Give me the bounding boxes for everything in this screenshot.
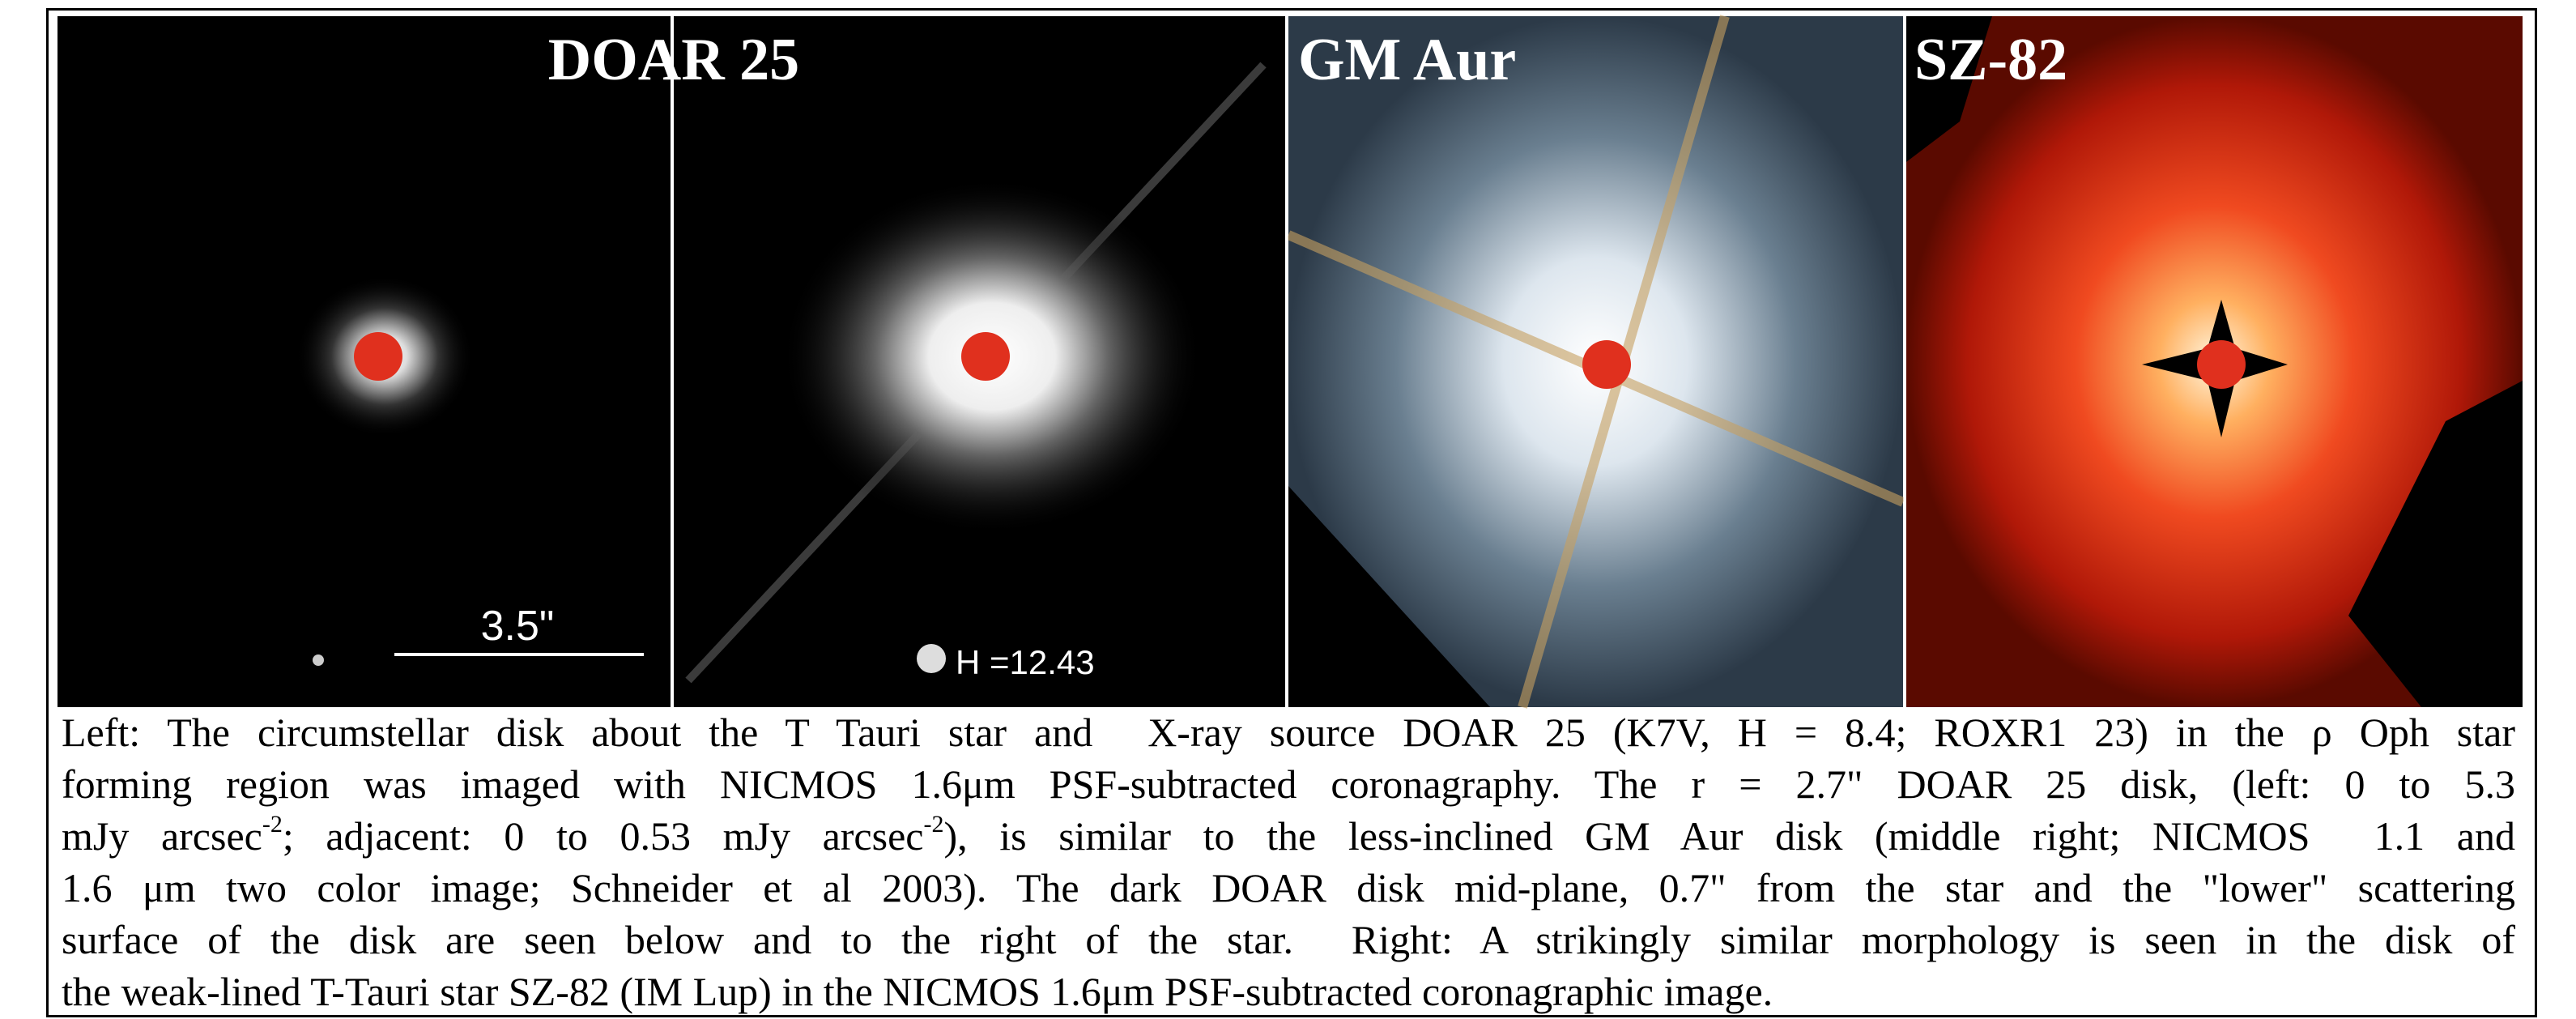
caption-text: mJy arcsec bbox=[62, 813, 262, 859]
caption-text: forming region was imaged with NICMOS 1.… bbox=[62, 761, 2515, 807]
star-marker bbox=[961, 332, 1010, 381]
caption-line: 1.6 μm two color image; Schneider et al … bbox=[62, 862, 2515, 914]
star-marker bbox=[2197, 340, 2246, 389]
caption-line: Left: The circumstellar disk about the T… bbox=[62, 706, 2515, 758]
panel-title: DOAR 25 bbox=[548, 27, 799, 93]
caption-line: the weak-lined T-Tauri star SZ-82 (IM Lu… bbox=[62, 966, 2515, 1017]
caption-text: ; adjacent: 0 to 0.53 mJy arcsec bbox=[283, 813, 924, 859]
panel-title: GM Aur bbox=[1298, 27, 1516, 93]
superscript: -2 bbox=[923, 811, 943, 838]
field-star bbox=[313, 654, 324, 666]
caption-text: Left: The circumstellar disk about the T… bbox=[62, 710, 2515, 755]
superscript: -2 bbox=[262, 811, 283, 838]
star-marker bbox=[1582, 340, 1631, 389]
caption-text: 1.6 μm two color image; Schneider et al … bbox=[62, 865, 2515, 910]
scale-label: 3.5" bbox=[481, 603, 555, 650]
caption-line: surface of the disk are seen below and t… bbox=[62, 914, 2515, 966]
caption-line: mJy arcsec-2; adjacent: 0 to 0.53 mJy ar… bbox=[62, 810, 2515, 862]
star-marker bbox=[354, 332, 402, 381]
page: DOAR 25 3.5" H =12.43 GM Aur SZ-82 Left:… bbox=[0, 0, 2576, 1019]
magnitude-label: H =12.43 bbox=[956, 643, 1095, 681]
caption-text: the weak-lined T-Tauri star SZ-82 (IM Lu… bbox=[62, 969, 1773, 1014]
field-star bbox=[917, 644, 946, 673]
panel-title: SZ-82 bbox=[1914, 27, 2067, 93]
caption: Left: The circumstellar disk about the T… bbox=[62, 706, 2515, 1017]
figure-images: DOAR 25 3.5" H =12.43 GM Aur SZ-82 bbox=[0, 0, 2576, 713]
caption-line: forming region was imaged with NICMOS 1.… bbox=[62, 758, 2515, 810]
caption-text: surface of the disk are seen below and t… bbox=[62, 917, 2515, 962]
caption-text: ), is similar to the less-inclined GM Au… bbox=[943, 813, 2515, 859]
